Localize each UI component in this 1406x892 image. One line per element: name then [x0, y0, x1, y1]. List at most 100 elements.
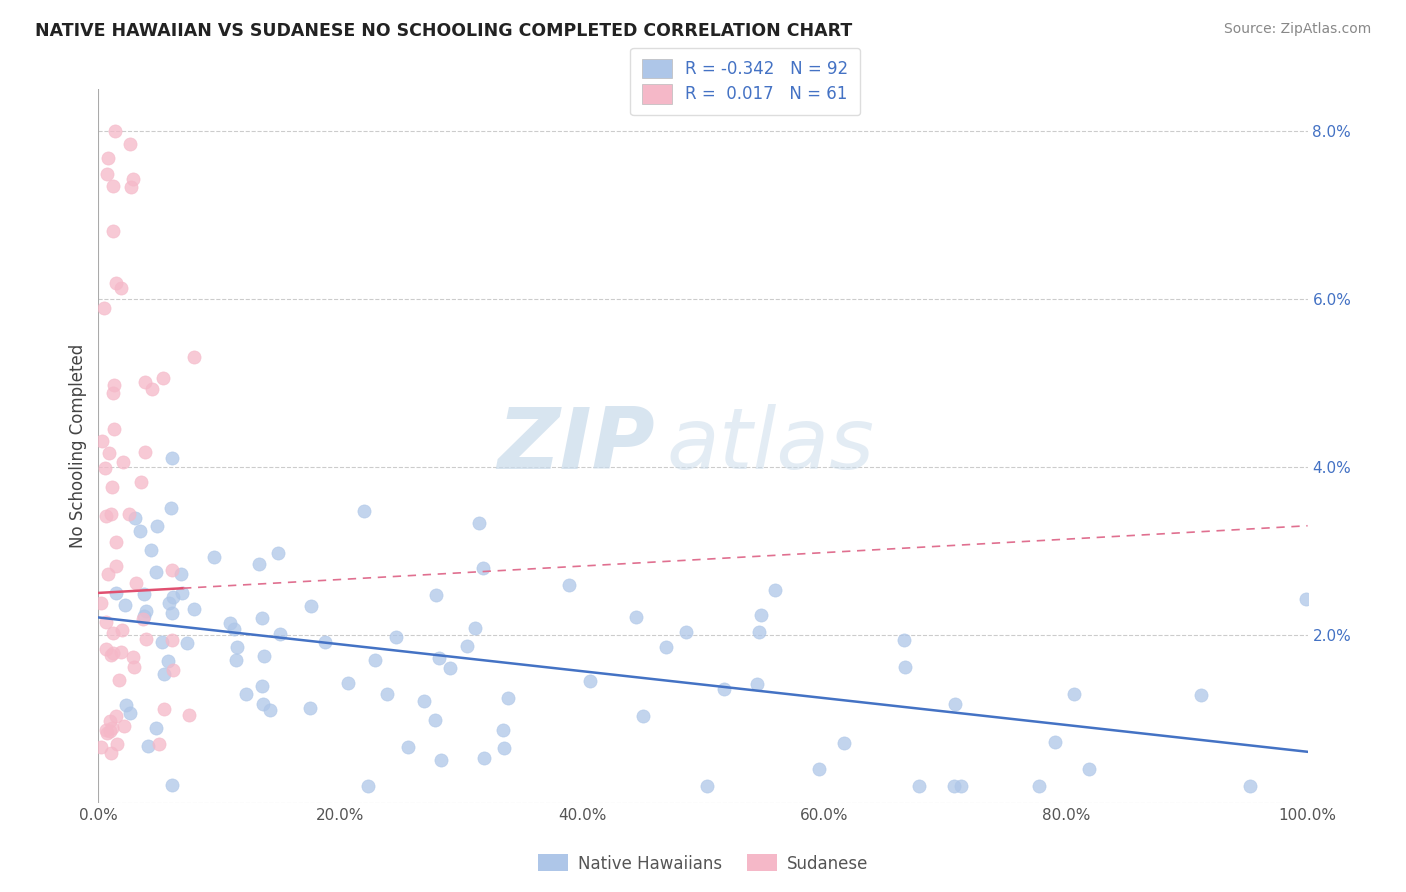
Point	[104, 708, 127, 723]
Point	[160, 633, 183, 648]
Point	[357, 779, 380, 793]
Point	[103, 422, 125, 436]
Point	[763, 582, 786, 597]
Point	[104, 558, 127, 573]
Point	[160, 606, 183, 620]
Point	[118, 507, 141, 521]
Point	[94, 615, 117, 629]
Point	[252, 697, 274, 711]
Point	[145, 565, 167, 579]
Legend: R = -0.342   N = 92, R =  0.017   N = 61: R = -0.342 N = 92, R = 0.017 N = 61	[630, 47, 860, 115]
Point	[134, 375, 156, 389]
Point	[162, 663, 184, 677]
Point	[101, 386, 124, 401]
Y-axis label: No Schooling Completed: No Schooling Completed	[69, 344, 87, 548]
Point	[112, 455, 135, 469]
Point	[132, 587, 155, 601]
Point	[120, 180, 142, 194]
Point	[120, 137, 142, 152]
Point	[832, 736, 855, 750]
Point	[467, 516, 489, 530]
Point	[396, 739, 419, 754]
Point	[496, 691, 519, 706]
Point	[100, 648, 122, 662]
Point	[259, 703, 281, 717]
Point	[104, 586, 127, 600]
Point	[118, 706, 141, 720]
Point	[170, 566, 193, 581]
Point	[96, 508, 118, 523]
Point	[558, 578, 581, 592]
Point	[219, 616, 242, 631]
Point	[301, 599, 323, 614]
Point	[160, 778, 183, 792]
Point	[183, 350, 205, 364]
Point	[122, 171, 145, 186]
Point	[269, 627, 291, 641]
Point	[425, 588, 447, 602]
Point	[136, 739, 159, 753]
Point	[100, 507, 122, 521]
Point	[1189, 688, 1212, 702]
Point	[160, 451, 183, 466]
Point	[696, 779, 718, 793]
Point	[162, 590, 184, 604]
Point	[492, 740, 515, 755]
Point	[114, 598, 136, 612]
Point	[893, 632, 915, 647]
Point	[101, 480, 124, 494]
Point	[146, 518, 169, 533]
Text: atlas: atlas	[666, 404, 875, 488]
Point	[125, 575, 148, 590]
Point	[90, 740, 112, 755]
Point	[103, 626, 125, 640]
Point	[943, 779, 966, 793]
Point	[141, 382, 163, 396]
Point	[110, 281, 132, 295]
Point	[100, 721, 122, 735]
Point	[176, 636, 198, 650]
Point	[807, 762, 830, 776]
Point	[385, 631, 408, 645]
Point	[110, 645, 132, 659]
Point	[124, 511, 146, 525]
Point	[128, 524, 150, 538]
Point	[115, 698, 138, 713]
Point	[267, 546, 290, 560]
Point	[253, 649, 276, 664]
Point	[183, 602, 205, 616]
Point	[134, 445, 156, 459]
Point	[93, 461, 115, 475]
Point	[108, 673, 131, 688]
Point	[224, 622, 246, 636]
Point	[134, 608, 156, 623]
Point	[91, 434, 114, 448]
Point	[150, 635, 173, 649]
Point	[90, 595, 112, 609]
Point	[145, 721, 167, 735]
Text: ZIP: ZIP	[496, 404, 655, 488]
Point	[101, 646, 124, 660]
Point	[153, 666, 176, 681]
Point	[103, 124, 125, 138]
Point	[472, 750, 495, 764]
Point	[747, 676, 769, 690]
Legend: Native Hawaiians, Sudanese: Native Hawaiians, Sudanese	[531, 847, 875, 880]
Point	[112, 719, 135, 733]
Point	[159, 596, 181, 610]
Point	[160, 564, 183, 578]
Point	[235, 687, 257, 701]
Point	[97, 446, 120, 460]
Point	[105, 737, 128, 751]
Point	[655, 640, 678, 655]
Point	[943, 697, 966, 711]
Point	[1295, 592, 1317, 607]
Point	[626, 610, 648, 624]
Point	[105, 535, 128, 549]
Point	[298, 700, 321, 714]
Point	[456, 639, 478, 653]
Point	[314, 635, 336, 649]
Point	[471, 561, 494, 575]
Point	[97, 566, 120, 581]
Point	[425, 713, 447, 727]
